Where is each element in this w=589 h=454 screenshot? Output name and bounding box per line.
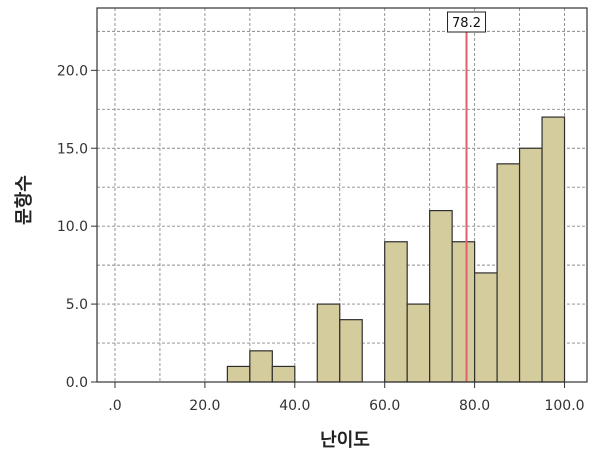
x-tick-label: 100.0 bbox=[544, 398, 584, 414]
histogram-bar bbox=[541, 116, 566, 383]
y-tick-label: 5.0 bbox=[66, 297, 88, 313]
histogram-bar bbox=[249, 350, 273, 383]
grid-lines bbox=[97, 8, 587, 382]
y-tick-label: 10.0 bbox=[57, 219, 88, 235]
histogram-bar bbox=[226, 365, 251, 383]
x-tick-label: 40.0 bbox=[279, 398, 310, 414]
histogram-bar bbox=[451, 241, 476, 383]
y-tick-label: 15.0 bbox=[57, 141, 88, 157]
x-tick-label: .0 bbox=[108, 398, 121, 414]
histogram-bar bbox=[474, 272, 498, 383]
y-tick-label: 20.0 bbox=[57, 63, 88, 79]
plot-area-frame bbox=[96, 7, 588, 383]
y-axis-title: 문항수 bbox=[14, 175, 35, 225]
reference-line-group: 78.2 bbox=[447, 11, 487, 382]
reference-line-label-box bbox=[447, 11, 487, 33]
histogram-bar bbox=[339, 319, 363, 383]
axis-ticks bbox=[91, 69, 566, 388]
y-tick-label: 0.0 bbox=[66, 375, 88, 391]
histogram-bar bbox=[271, 365, 296, 383]
x-tick-label: 80.0 bbox=[459, 398, 490, 414]
tick-labels: .0 20.0 40.0 60.0 80.0 100.0 0.0 5.0 10.0 15.0 20.… bbox=[57, 63, 585, 414]
histogram-bar bbox=[406, 303, 431, 383]
x-tick-label: 20.0 bbox=[189, 398, 220, 414]
histogram-bar bbox=[518, 147, 543, 383]
x-tick-label: 60.0 bbox=[369, 398, 400, 414]
x-axis-title: 난이도 bbox=[320, 430, 370, 451]
histogram-bar bbox=[384, 241, 408, 383]
histogram-bar bbox=[429, 209, 453, 383]
histogram-bar bbox=[496, 163, 521, 383]
histogram-bars bbox=[226, 116, 566, 383]
histogram-bar bbox=[316, 303, 341, 383]
reference-line-label: 78.2 bbox=[452, 16, 481, 31]
